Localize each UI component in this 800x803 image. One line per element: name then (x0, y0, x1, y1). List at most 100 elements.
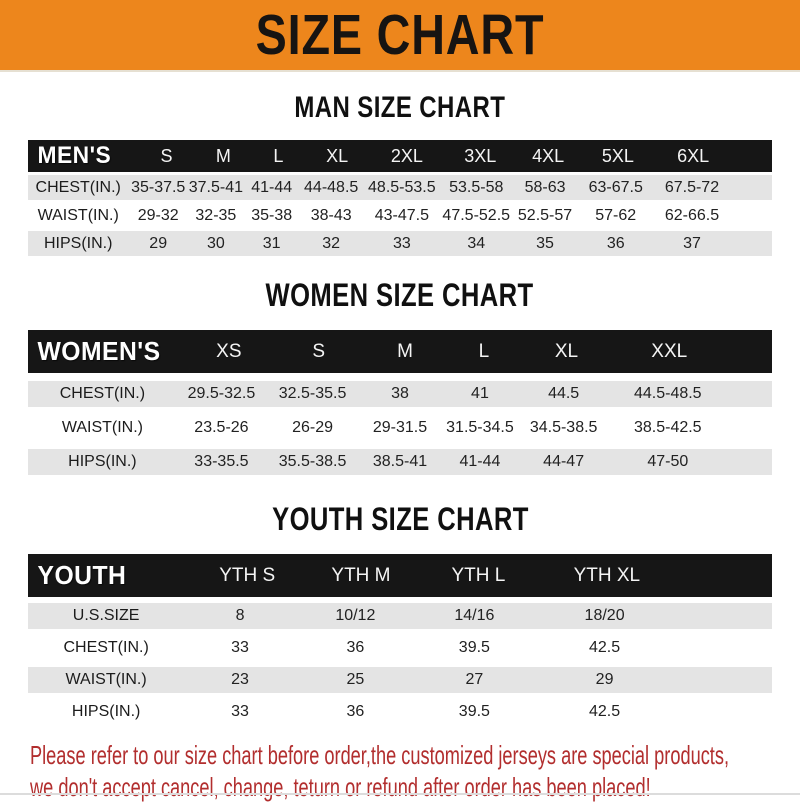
footer-note: Please refer to our size chart before or… (30, 739, 800, 803)
table-row: HIPS(IN.) 33-35.5 35.5-38.5 38.5-41 41-44 44-… (28, 449, 772, 475)
cell: 29-32 (137, 206, 179, 224)
size-table: YOUTH YTH S YTH M YTH L YTH XL U.S.SIZE 8 10/12… (28, 554, 772, 725)
row-label: CHEST(IN.) (63, 639, 149, 656)
cell: 62-66.5 (664, 206, 720, 224)
footer-line-1: Please refer to our size chart before or… (30, 739, 800, 771)
table-row: WAIST(IN.) 23 25 27 29 (28, 667, 772, 693)
table-row: HIPS(IN.) 29 30 31 32 33 34 35 36 37 (28, 231, 772, 256)
column-header: XL (326, 145, 349, 166)
cell: 38 (391, 385, 409, 402)
table-header-row: MEN'S S M L XL 2XL 3XL 4XL 5XL 6XL (28, 140, 772, 172)
section-title-text: YOUTH SIZE CHART (271, 501, 529, 537)
section-womens: WOMEN SIZE CHART WOMEN'S XS S M L XL XXL CHEST(I… (0, 277, 800, 475)
cell: 10/12 (335, 607, 376, 624)
column-header: L (273, 145, 284, 166)
cell: 23 (231, 671, 249, 688)
cell: 31.5-34.5 (446, 419, 514, 436)
table-header-row: WOMEN'S XS S M L XL XXL (28, 330, 772, 373)
footer-line-2: we don't accept cancel, change, teturn o… (30, 771, 800, 803)
cell: 14/16 (454, 607, 495, 624)
row-label: WAIST(IN.) (65, 671, 147, 688)
cell: 32-35 (195, 206, 237, 224)
table-row: HIPS(IN.) 33 36 39.5 42.5 (28, 699, 772, 725)
cell: 44.5-48.5 (633, 385, 702, 402)
bottom-divider (0, 793, 800, 795)
cell: 29 (149, 234, 168, 252)
cell: 41 (471, 385, 489, 402)
cell: 34.5-38.5 (529, 419, 598, 436)
column-header: 2XL (390, 145, 423, 166)
cell: 41-44 (459, 453, 501, 470)
section-title: YOUTH SIZE CHART (0, 501, 800, 538)
cell: 8 (235, 607, 245, 624)
column-header: XL (554, 340, 579, 362)
cell: 35-37.5 (131, 178, 186, 196)
cell: 38-43 (310, 206, 352, 224)
table-header-row: YOUTH YTH S YTH M YTH L YTH XL (28, 554, 772, 597)
cell: 33-35.5 (194, 453, 249, 470)
column-header: XXL (651, 340, 688, 362)
cell: 44.5 (548, 385, 580, 402)
column-header: XS (216, 340, 242, 362)
cell: 39.5 (458, 703, 490, 720)
size-table: MEN'S S M L XL 2XL 3XL 4XL 5XL 6XL CHEST(IN.) 35-37… (28, 140, 772, 256)
cell: 39.5 (458, 639, 490, 656)
cell: 26-29 (292, 419, 334, 436)
column-header: YTH L (451, 564, 506, 586)
banner: SIZE CHART (0, 0, 800, 72)
section-title: WOMEN SIZE CHART (0, 277, 800, 314)
row-label: U.S.SIZE (72, 607, 140, 624)
banner-title: SIZE CHART (255, 3, 545, 67)
section-title-text: MAN SIZE CHART (294, 91, 506, 124)
cell: 29.5-32.5 (187, 385, 256, 402)
column-header: YTH S (219, 564, 276, 586)
cell: 37 (683, 234, 701, 252)
column-header: M (397, 340, 413, 362)
column-header: L (478, 340, 490, 362)
column-header: YTH XL (573, 564, 641, 586)
cell: 23.5-26 (194, 419, 249, 436)
table-row: WAIST(IN.) 23.5-26 26-29 29-31.5 31.5-34.5 34… (28, 415, 772, 441)
cell: 47-50 (647, 453, 689, 470)
column-header: M (215, 145, 231, 166)
cell: 57-62 (595, 206, 637, 224)
cell: 44-47 (543, 453, 585, 470)
cell: 37.5-41 (188, 178, 243, 196)
row-label: CHEST(IN.) (35, 178, 121, 196)
column-header: 5XL (601, 145, 634, 166)
cell: 47.5-52.5 (442, 206, 511, 224)
cell: 36 (346, 703, 365, 720)
cell: 44-48.5 (304, 178, 359, 196)
cell: 36 (606, 234, 625, 252)
cell: 53.5-58 (449, 178, 504, 196)
footer-line-1-text: Please refer to our size chart before or… (30, 740, 730, 770)
cell: 33 (231, 639, 249, 656)
table-header-label: MEN'S (37, 142, 112, 169)
table-row: CHEST(IN.) 29.5-32.5 32.5-35.5 38 41 44.5 44.5… (28, 381, 772, 407)
table-row: CHEST(IN.) 35-37.5 37.5-41 41-44 44-48.5 48.5… (28, 175, 772, 200)
section-title: MAN SIZE CHART (0, 91, 800, 125)
cell: 18/20 (584, 607, 625, 624)
cell: 29-31.5 (372, 419, 428, 436)
cell: 63-67.5 (588, 178, 643, 196)
cell: 29 (595, 671, 614, 688)
column-header: S (312, 340, 326, 362)
cell: 32 (322, 234, 341, 252)
cell: 33 (392, 234, 411, 252)
column-header: S (160, 145, 173, 166)
cell: 41-44 (251, 178, 293, 196)
section-youth: YOUTH SIZE CHART YOUTH YTH S YTH M YTH L YTH … (0, 501, 800, 725)
cell: 27 (465, 671, 484, 688)
cell: 67.5-72 (664, 178, 720, 196)
column-header: 4XL (532, 145, 565, 166)
section-mens: MAN SIZE CHART MEN'S S M L XL 2XL 3XL 4XL 5XL 6XL C… (0, 91, 800, 256)
cell: 38.5-42.5 (633, 419, 702, 436)
size-table: WOMEN'S XS S M L XL XXL CHEST(IN.) 29.5-32.5 32.5… (28, 330, 772, 475)
row-label: HIPS(IN.) (68, 453, 137, 470)
column-header: 6XL (677, 145, 710, 166)
table-row: CHEST(IN.) 33 36 39.5 42.5 (28, 635, 772, 661)
cell: 52.5-57 (517, 206, 573, 224)
cell: 42.5 (589, 703, 621, 720)
table-row: WAIST(IN.) 29-32 32-35 35-38 38-43 43-47.5 47.… (28, 203, 772, 228)
